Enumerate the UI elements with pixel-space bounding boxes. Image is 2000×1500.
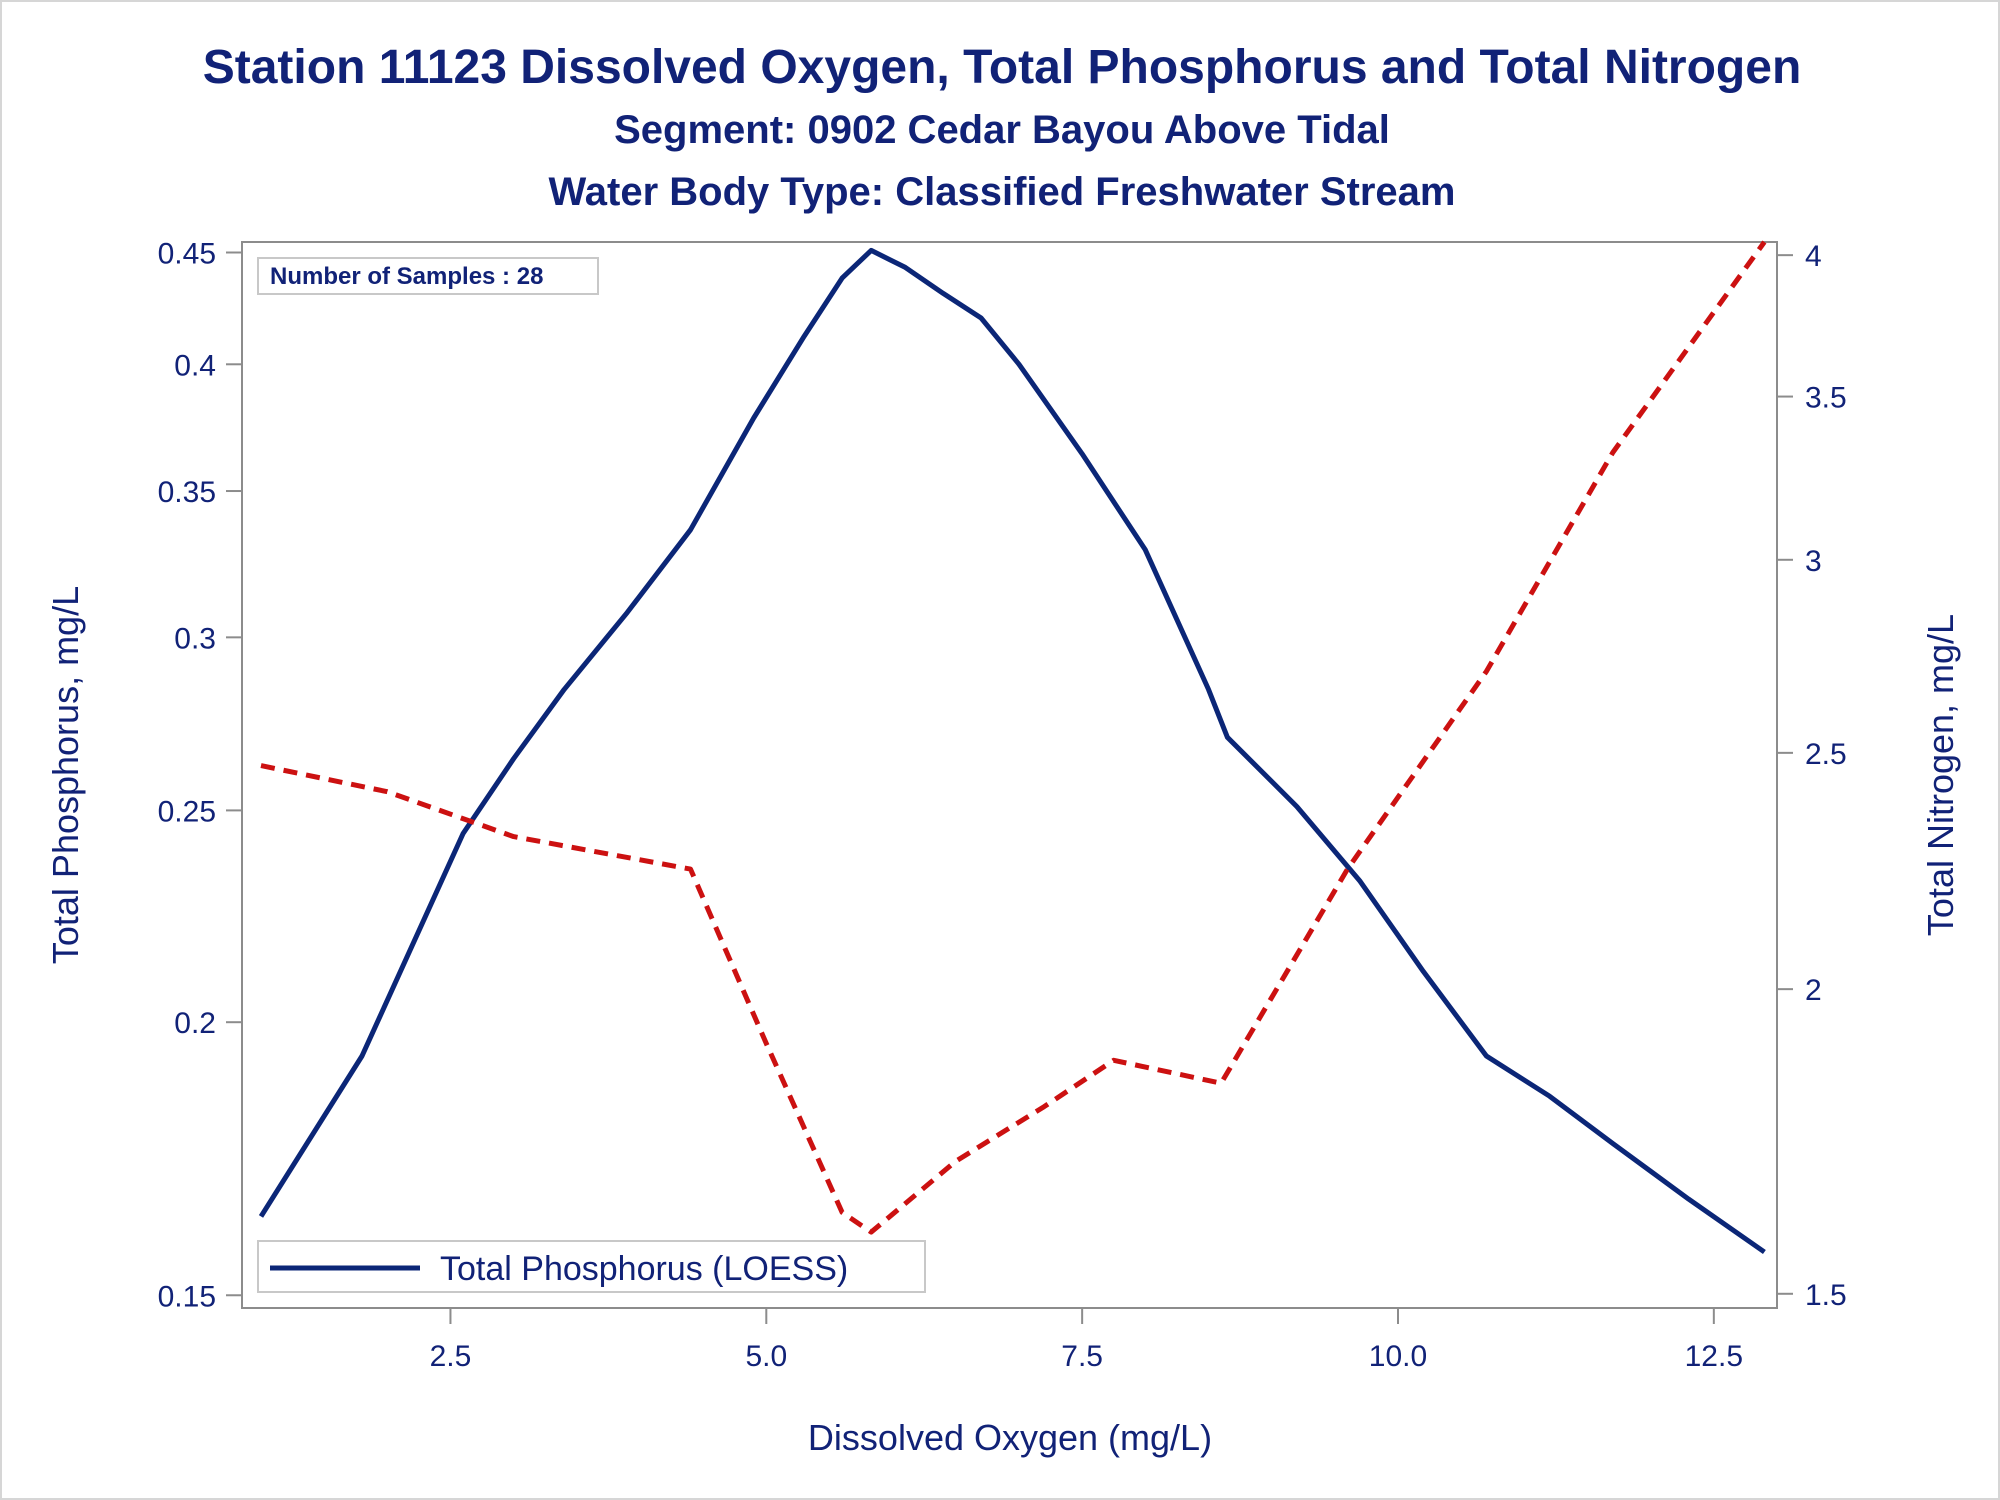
y-right-tick-label-5: 4	[1805, 240, 1822, 273]
y-left-tick-label-6: 0.45	[158, 237, 216, 270]
y-right-tick-label-1: 2	[1805, 974, 1822, 1007]
chart-subtitle-waterbody: Water Body Type: Classified Freshwater S…	[548, 170, 1456, 214]
y-axis-right: 1.5 2 2.5 3 3.5 4	[1777, 240, 1847, 1312]
sample-count-label: Number of Samples : 28	[270, 263, 543, 290]
y-right-tick-label-0: 1.5	[1805, 1279, 1847, 1312]
y-left-tick-label-1: 0.2	[174, 1007, 216, 1040]
y-right-tick-label-3: 3	[1805, 545, 1822, 578]
series-line-phosphorus	[258, 247, 1766, 1255]
x-tick-label-0: 2.5	[430, 1340, 472, 1373]
y-left-tick-label-5: 0.4	[174, 349, 216, 382]
y-axis-right-label: Total Nitrogen, mg/L	[1920, 614, 1961, 936]
x-tick-label-1: 5.0	[745, 1340, 787, 1373]
chart-subtitle-segment: Segment: 0902 Cedar Bayou Above Tidal	[614, 108, 1390, 152]
series-layer	[258, 240, 1767, 1255]
legend: Total Phosphorus (LOESS)	[257, 1240, 926, 1293]
y-left-tick-label-3: 0.3	[174, 622, 216, 655]
chart-title: Station 11123 Dissolved Oxygen, Total Ph…	[202, 41, 1802, 94]
x-tick-label-4: 12.5	[1685, 1340, 1743, 1373]
legend-label-phosphorus: Total Phosphorus (LOESS)	[440, 1250, 848, 1288]
y-left-tick-label-0: 0.15	[158, 1280, 216, 1313]
x-axis: 2.5 5.0 7.5 10.0 12.5	[430, 1308, 1743, 1373]
y-left-tick-label-4: 0.35	[158, 476, 216, 509]
y-left-tick-label-2: 0.25	[158, 795, 216, 828]
plot-area	[241, 241, 1778, 1309]
y-axis-left-label: Total Phosphorus, mg/L	[45, 586, 86, 964]
sample-count-box: Number of Samples : 28	[257, 257, 599, 295]
y-right-tick-label-2: 2.5	[1805, 738, 1847, 771]
y-right-tick-label-4: 3.5	[1805, 382, 1847, 415]
x-tick-label-3: 10.0	[1369, 1340, 1427, 1373]
series-line-nitrogen	[260, 240, 1767, 1235]
x-axis-label: Dissolved Oxygen (mg/L)	[808, 1417, 1212, 1458]
y-axis-left: 0.15 0.2 0.25 0.3 0.35 0.4 0.45	[158, 237, 242, 1313]
x-tick-label-2: 7.5	[1061, 1340, 1103, 1373]
